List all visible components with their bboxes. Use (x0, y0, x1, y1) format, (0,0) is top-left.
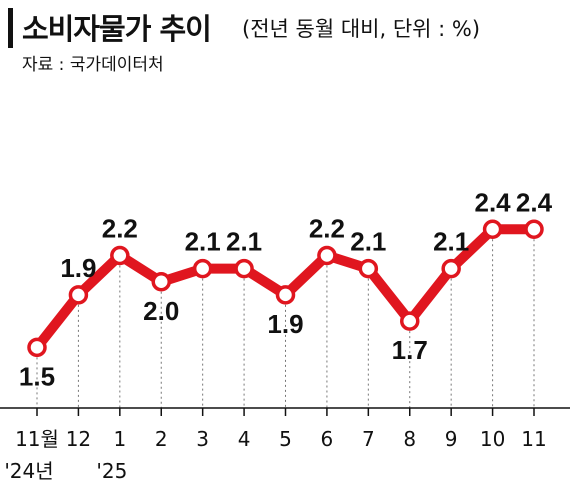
data-labels: 1.51.92.22.02.1 2.11.92.2 2.11.72.12.4 2.4 (19, 187, 553, 391)
data-point (524, 219, 544, 239)
data-point (441, 258, 461, 279)
chart-unit: (전년 동월 대비, 단위 : %) (242, 17, 481, 41)
data-point (234, 258, 254, 279)
data-point (317, 245, 337, 266)
x-tick-label: 11 (521, 427, 546, 451)
data-point (275, 285, 296, 305)
x-axis-ticks (36, 408, 535, 416)
x-tick-label: 4 (238, 427, 251, 451)
x-tick-label: 3 (196, 427, 209, 451)
x-tick-label: 6 (321, 427, 334, 451)
data-label: 2.1 (226, 227, 262, 257)
data-label: 2.1 (433, 227, 469, 257)
data-label: 1.7 (392, 335, 428, 365)
data-label: 2.1 (185, 227, 221, 257)
year-label: '25 (96, 459, 127, 483)
x-tick-label: 9 (445, 427, 458, 451)
data-point (27, 337, 47, 358)
x-tick-label: 2 (155, 427, 168, 451)
chart-source: 자료 : 국가데이터처 (22, 55, 164, 75)
data-label: 2.4 (516, 187, 553, 217)
guide-lines (36, 239, 535, 408)
x-tick-label: 8 (403, 427, 416, 451)
data-label: 2.1 (350, 227, 386, 257)
data-point (151, 272, 171, 292)
data-point (110, 245, 130, 266)
x-tick-label: 10 (480, 427, 505, 451)
data-point (400, 311, 420, 331)
data-label: 1.9 (60, 253, 96, 283)
x-axis-tick-labels: 11월 12 1 2 3 4 5 6 7 8 9 10 11'24년 '25 (4, 427, 546, 483)
x-tick-label: 11월 (15, 427, 59, 451)
x-tick-label: 1 (113, 427, 126, 451)
data-label: 1.9 (267, 309, 303, 339)
chart-title: 소비자물가 추이 (22, 12, 212, 46)
x-tick-label: 7 (362, 427, 375, 451)
data-label: 1.5 (19, 361, 55, 391)
data-label: 2.0 (143, 296, 179, 326)
year-label: '24년 (4, 459, 53, 483)
data-point (68, 285, 89, 305)
data-point (192, 258, 213, 279)
data-label: 2.4 (475, 187, 512, 217)
data-label: 2.2 (102, 214, 138, 244)
x-tick-label: 12 (66, 427, 91, 451)
title-accent-bar (8, 8, 13, 48)
data-label: 2.2 (309, 214, 345, 244)
data-point (358, 258, 379, 279)
data-markers (27, 219, 544, 358)
data-point (482, 219, 503, 239)
x-tick-label: 5 (279, 427, 292, 451)
